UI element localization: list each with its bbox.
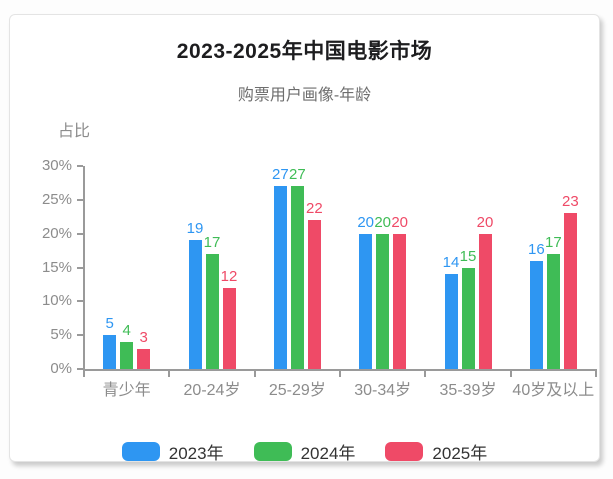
x-tick-label: 25-29岁	[268, 382, 326, 399]
x-tick-label: 青少年	[102, 382, 151, 399]
legend-item[interactable]: 2023年	[121, 439, 224, 464]
bar-value-label: 20	[391, 213, 408, 231]
x-axis-tick	[83, 371, 85, 377]
bar-value-label: 17	[203, 233, 221, 251]
y-axis-line	[83, 166, 85, 369]
y-tick-label: 20%	[41, 224, 72, 242]
bar-value-label: 5	[105, 315, 114, 333]
bar[interactable]	[188, 240, 202, 369]
bar[interactable]	[529, 260, 543, 369]
y-axis-tick	[77, 165, 83, 167]
legend-item[interactable]: 2024年	[253, 439, 356, 464]
y-axis-name: 占比	[58, 123, 91, 140]
bar-value-label: 4	[122, 321, 131, 339]
bar-value-label: 14	[442, 254, 460, 272]
bar-value-label: 20	[374, 213, 391, 231]
bar-value-label: 22	[305, 200, 323, 218]
y-axis-tick	[77, 334, 83, 337]
bar-value-label: 20	[476, 213, 494, 231]
legend: 2023年 2024年 2025年	[10, 439, 599, 464]
y-axis-tick	[77, 198, 83, 201]
x-axis-tick	[339, 371, 341, 377]
bar[interactable]	[546, 253, 560, 369]
bar[interactable]	[273, 186, 287, 369]
x-axis-tick	[595, 371, 597, 377]
x-axis-line	[83, 369, 597, 371]
bar[interactable]	[359, 233, 373, 369]
x-axis-tick	[168, 371, 171, 377]
chart-card: 2023-2025年中国电影市场 购票用户画像-年龄 占比 0% 5% 10% 15%…	[9, 14, 600, 464]
bar[interactable]	[444, 274, 458, 369]
bar[interactable]	[137, 348, 151, 369]
bar[interactable]	[307, 220, 321, 369]
legend-marker	[121, 442, 160, 461]
legend-label: 2024年	[300, 444, 356, 463]
y-tick-label: 10%	[41, 292, 72, 310]
y-axis-tick	[77, 300, 83, 303]
bar-value-label: 17	[544, 233, 562, 251]
y-tick-label: 0%	[50, 360, 72, 377]
y-tick-label: 25%	[41, 190, 72, 208]
x-tick-label: 35-39岁	[439, 382, 497, 399]
bar[interactable]	[376, 233, 390, 369]
bar-value-label: 16	[527, 240, 545, 258]
legend-marker	[253, 442, 292, 461]
legend-label: 2023年	[168, 444, 224, 463]
legend-label: 2025年	[432, 444, 488, 463]
y-tick-label: 15%	[41, 258, 72, 276]
bar[interactable]	[205, 253, 219, 369]
bar[interactable]	[563, 213, 577, 369]
bar[interactable]	[461, 267, 475, 369]
bar-value-label: 23	[561, 193, 579, 211]
bar-value-label: 27	[271, 166, 289, 184]
legend-item[interactable]: 2025年	[385, 439, 487, 464]
bar[interactable]	[222, 287, 236, 369]
chart-subtitle: 购票用户画像-年龄	[237, 87, 372, 104]
bar[interactable]	[120, 341, 134, 369]
x-tick-label: 30-34岁	[354, 382, 412, 399]
bar-value-label: 19	[186, 220, 204, 238]
bar-value-label: 20	[357, 213, 374, 231]
y-tick-label: 5%	[50, 326, 72, 344]
bar[interactable]	[290, 186, 304, 369]
y-axis-tick	[77, 266, 83, 269]
bar[interactable]	[393, 233, 407, 369]
y-axis-tick	[77, 232, 83, 235]
x-axis-tick	[424, 371, 427, 377]
x-axis-tick	[253, 371, 256, 377]
bar[interactable]	[103, 335, 117, 369]
y-axis-tick	[77, 368, 83, 370]
x-axis-tick	[509, 371, 512, 377]
legend-marker	[385, 442, 424, 461]
bar-value-label: 27	[288, 166, 306, 184]
bar[interactable]	[478, 233, 492, 369]
x-tick-label: 40岁及以上	[512, 382, 595, 399]
chart-title: 2023-2025年中国电影市场	[176, 40, 433, 63]
x-tick-label: 20-24岁	[183, 382, 241, 399]
bar-value-label: 15	[459, 247, 477, 265]
plot-area: 0% 5% 10% 15% 20% 25% 30% 青少年 20-24岁 25-29岁 30-34岁…	[42, 158, 597, 399]
bar-value-label: 3	[139, 328, 148, 346]
bar-value-label: 12	[220, 267, 238, 285]
y-tick-label: 30%	[41, 157, 72, 174]
